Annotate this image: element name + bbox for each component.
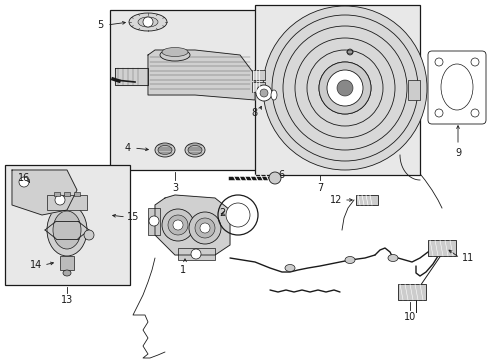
Bar (427, 240, 455, 256)
Bar (178, 248, 215, 260)
Bar (251, 82, 264, 92)
Circle shape (19, 177, 29, 187)
Bar (64, 192, 70, 196)
Ellipse shape (270, 90, 276, 100)
Circle shape (162, 209, 194, 241)
Polygon shape (12, 170, 77, 215)
Circle shape (318, 62, 370, 114)
Bar (397, 284, 425, 300)
Text: 16: 16 (18, 173, 30, 183)
Circle shape (55, 195, 65, 205)
Ellipse shape (138, 17, 158, 27)
Bar (251, 70, 264, 80)
Circle shape (168, 215, 187, 235)
Text: 4: 4 (124, 143, 131, 153)
Circle shape (84, 230, 94, 240)
Ellipse shape (285, 265, 294, 271)
Text: 12: 12 (329, 195, 341, 205)
Text: 9: 9 (454, 148, 460, 158)
Circle shape (336, 80, 352, 96)
Circle shape (260, 89, 267, 97)
Bar (148, 208, 160, 235)
Text: 10: 10 (403, 312, 415, 322)
Ellipse shape (155, 143, 175, 157)
Circle shape (470, 58, 478, 66)
Circle shape (225, 203, 249, 227)
Polygon shape (155, 195, 229, 255)
Circle shape (434, 58, 442, 66)
Bar (54, 192, 60, 196)
Ellipse shape (47, 204, 87, 256)
Text: 15: 15 (127, 212, 139, 222)
Bar (254, 5, 419, 175)
Ellipse shape (129, 13, 167, 31)
Polygon shape (115, 68, 148, 85)
Ellipse shape (345, 256, 354, 264)
Text: 1: 1 (180, 265, 185, 275)
Ellipse shape (387, 255, 397, 261)
Bar (60, 256, 74, 270)
Circle shape (434, 109, 442, 117)
Text: 3: 3 (172, 183, 178, 193)
Circle shape (142, 17, 153, 27)
Ellipse shape (184, 143, 204, 157)
Text: 5: 5 (97, 20, 103, 30)
Text: 13: 13 (61, 295, 73, 305)
Text: 2: 2 (219, 208, 225, 218)
Circle shape (195, 218, 215, 238)
Text: 14: 14 (30, 260, 42, 270)
Circle shape (200, 223, 209, 233)
Circle shape (256, 85, 271, 101)
Bar (74, 192, 80, 196)
Ellipse shape (162, 48, 187, 57)
Ellipse shape (53, 211, 81, 249)
Bar (5, 165, 130, 285)
Bar (407, 80, 419, 100)
Bar (355, 195, 377, 205)
Circle shape (326, 70, 362, 106)
Circle shape (268, 172, 281, 184)
Text: 11: 11 (461, 253, 473, 263)
Bar (110, 10, 269, 170)
Text: 6: 6 (278, 170, 284, 180)
Polygon shape (148, 50, 254, 100)
Circle shape (346, 49, 352, 55)
Text: 8: 8 (251, 108, 258, 118)
Text: 7: 7 (316, 183, 323, 193)
Circle shape (191, 249, 201, 259)
Ellipse shape (160, 49, 190, 61)
Bar (47, 195, 87, 210)
Circle shape (189, 212, 221, 244)
Ellipse shape (187, 145, 202, 154)
Circle shape (173, 220, 183, 230)
Ellipse shape (63, 270, 71, 276)
Circle shape (470, 109, 478, 117)
FancyBboxPatch shape (427, 51, 485, 124)
Circle shape (149, 216, 159, 226)
Ellipse shape (158, 145, 172, 154)
Circle shape (263, 6, 426, 170)
